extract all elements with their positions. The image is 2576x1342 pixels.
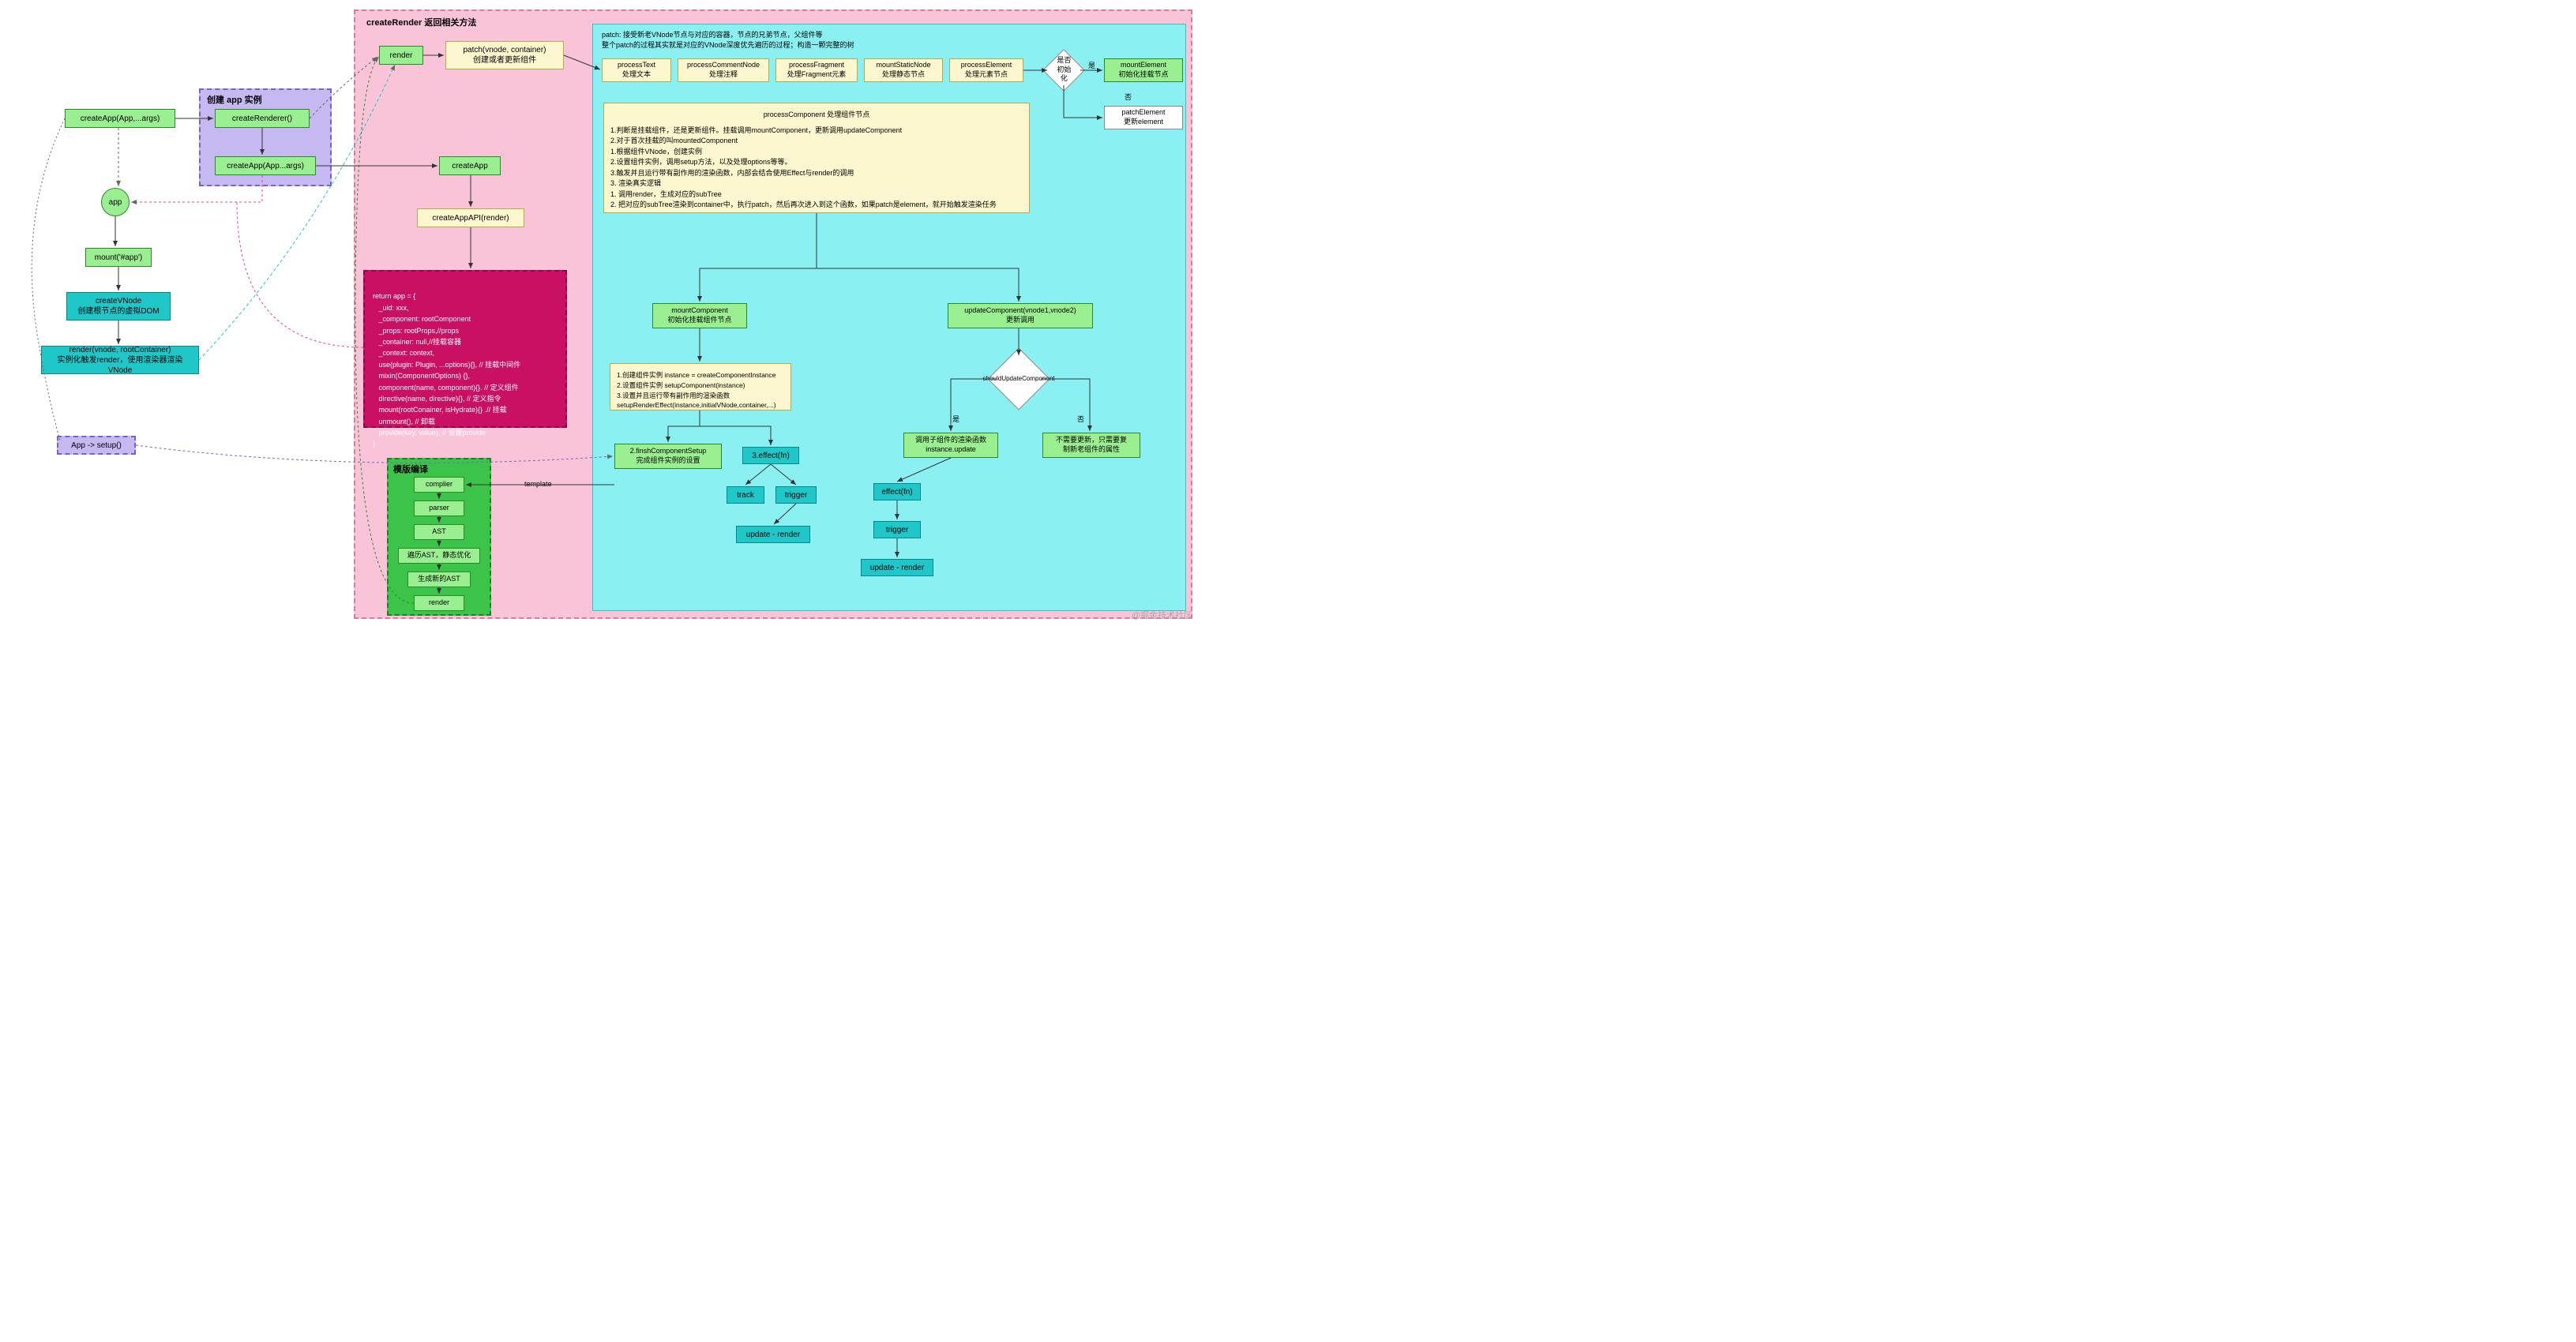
green-title: 模版编译 [393, 463, 428, 475]
node-mountComponent: mountComponent 初始化挂载组件节点 [652, 303, 747, 328]
node-mount: mount('#app') [85, 248, 152, 267]
label-no2: 否 [1077, 414, 1084, 424]
node-finishSetup: 2.finshComponentSetup 完成组件实例的设置 [614, 444, 722, 469]
node-render: render [379, 46, 423, 65]
node-app-code: return app = { _uid: xxx, _component: ro… [363, 270, 567, 428]
node-createRenderer: createRenderer() [215, 109, 310, 128]
node-parser: parser [414, 500, 464, 516]
node-createApp3: createApp [439, 156, 501, 175]
node-ast: AST [414, 524, 464, 540]
node-createApp1: createApp(App,...args) [65, 109, 175, 128]
patch-desc: patch: 接受新老VNode节点与对应的容器，节点的兄弟节点，父组件等 整个… [602, 30, 854, 50]
node-mountElement: mountElement 初始化挂载节点 [1104, 58, 1183, 82]
node-patch: patch(vnode, container) 创建或者更新组件 [445, 41, 564, 69]
pink-title: createRender 返回相关方法 [366, 16, 476, 28]
node-track: track [727, 486, 764, 504]
node-createAppAPI: createAppAPI(render) [417, 208, 524, 227]
node-effect1: effect(fn) [873, 483, 921, 500]
node-mountStatic: mountStaticNode 处理静态节点 [864, 58, 943, 82]
node-updateComponent: updateComponent(vnode1,vnode2) 更新调用 [948, 303, 1093, 328]
node-trigger1: trigger [873, 521, 921, 538]
label-template: template [524, 480, 552, 488]
node-processComment: processCommentNode 处理注释 [678, 58, 769, 82]
node-processText: processText 处理文本 [602, 58, 671, 82]
label-yes2: 是 [952, 414, 959, 424]
node-patchElement: patchElement 更新element [1104, 106, 1183, 129]
node-traverseAST: 遍历AST，静态优化 [398, 548, 480, 564]
node-app: app [101, 188, 130, 216]
node-trigger2: trigger [775, 486, 817, 504]
node-render1: render(vnode, rootContainer) 实例化触发render… [41, 346, 199, 374]
node-instanceUpdate: 调用子组件的渲染函数 instance.update [903, 433, 998, 458]
node-complier: complier [414, 477, 464, 493]
label-yes1: 是 [1088, 60, 1095, 70]
node-effect2: 3.effect(fn) [742, 447, 799, 464]
node-processElement: processElement 处理元素节点 [949, 58, 1023, 82]
node-updateRender1: update - render [861, 559, 933, 576]
node-mountSteps: 1.创建组件实例 instance = createComponentInsta… [610, 363, 791, 410]
node-createApp2: createApp(App...args) [215, 156, 316, 175]
node-newAST: 生成新的AST [407, 572, 471, 587]
watermark: @掘金技术社区 [1132, 609, 1192, 621]
label-no1: 否 [1125, 92, 1132, 102]
purple-title: 创建 app 实例 [207, 93, 262, 106]
node-noUpdate: 不需要更新，只需要复 制新老组件的属性 [1042, 433, 1140, 458]
node-processFragment: processFragment 处理Fragment元素 [775, 58, 858, 82]
node-createVNode: createVNode 创建根节点的虚拟DOM [66, 292, 171, 321]
node-processComponent: processComponent 处理组件节点 1.判断是挂载组件，还是更新组件… [603, 103, 1030, 213]
node-updateRender2: update - render [736, 526, 810, 543]
node-renderBottom: render [414, 595, 464, 611]
node-appSetup: App -> setup() [57, 436, 136, 455]
